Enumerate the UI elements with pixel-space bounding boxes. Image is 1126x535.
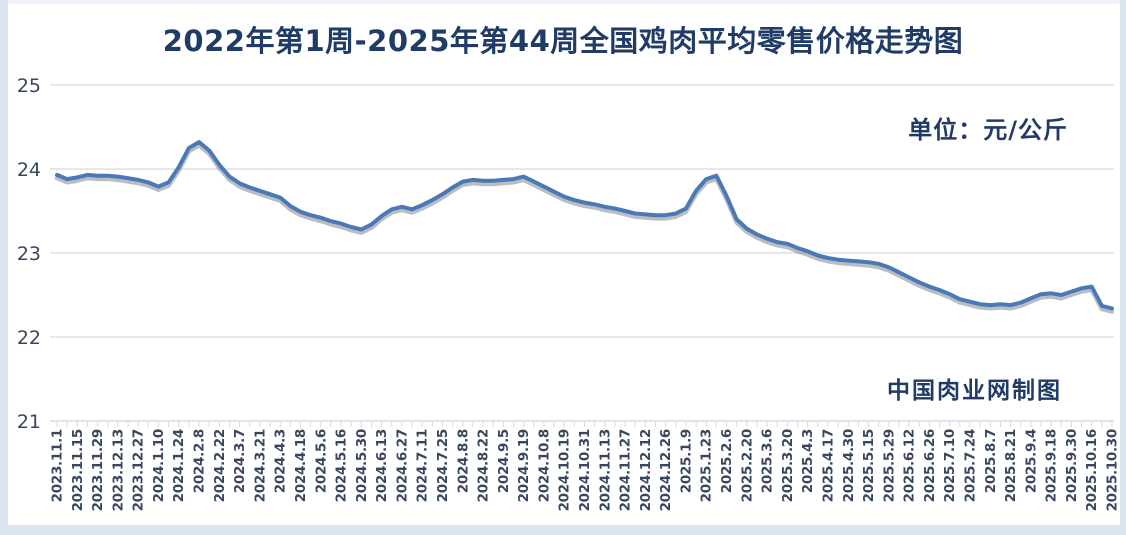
frame-border-right bbox=[1120, 0, 1126, 535]
svg-text:2024.11.13: 2024.11.13 bbox=[597, 429, 613, 511]
svg-text:23: 23 bbox=[17, 243, 41, 265]
svg-text:2025.8.21: 2025.8.21 bbox=[1003, 429, 1019, 502]
svg-text:2024.2.8: 2024.2.8 bbox=[192, 429, 208, 493]
svg-text:2025.2.20: 2025.2.20 bbox=[739, 429, 755, 502]
svg-text:2023.11.1: 2023.11.1 bbox=[50, 429, 66, 502]
svg-text:2024.4.3: 2024.4.3 bbox=[273, 429, 289, 493]
svg-text:2025.4.30: 2025.4.30 bbox=[841, 429, 857, 502]
svg-text:2024.9.5: 2024.9.5 bbox=[496, 429, 512, 493]
svg-text:2024.10.31: 2024.10.31 bbox=[577, 429, 593, 511]
svg-text:2024.3.21: 2024.3.21 bbox=[252, 429, 268, 502]
svg-text:2023.12.13: 2023.12.13 bbox=[110, 429, 126, 511]
svg-text:2025.10.16: 2025.10.16 bbox=[1084, 429, 1100, 511]
svg-text:2024.9.19: 2024.9.19 bbox=[516, 429, 532, 502]
svg-text:2024.1.24: 2024.1.24 bbox=[171, 429, 187, 502]
price-line-shadow bbox=[54, 143, 1115, 314]
credit-label: 中国肉业网制图 bbox=[887, 378, 1062, 404]
unit-label: 单位：元/公斤 bbox=[908, 116, 1068, 144]
svg-text:2025.1.23: 2025.1.23 bbox=[699, 429, 715, 502]
svg-text:2024.4.18: 2024.4.18 bbox=[293, 429, 309, 502]
svg-text:2025.3.20: 2025.3.20 bbox=[780, 429, 796, 502]
svg-text:2024.10.8: 2024.10.8 bbox=[536, 429, 552, 502]
svg-text:2024.5.16: 2024.5.16 bbox=[334, 429, 350, 502]
x-axis-labels: 2023.11.1 2023.11.15 2023.11.29 2023.12.13 2… bbox=[50, 429, 1121, 511]
svg-text:2024.5.6: 2024.5.6 bbox=[313, 429, 329, 493]
svg-text:24: 24 bbox=[17, 159, 41, 181]
svg-text:2024.8.8: 2024.8.8 bbox=[455, 429, 471, 493]
gridlines bbox=[50, 84, 1114, 338]
svg-text:2025.10.30: 2025.10.30 bbox=[1105, 429, 1121, 511]
svg-text:2025.7.10: 2025.7.10 bbox=[942, 429, 958, 502]
svg-text:2025.2.6: 2025.2.6 bbox=[719, 429, 735, 493]
svg-text:2025.3.6: 2025.3.6 bbox=[760, 429, 776, 493]
chart-title: 2022年第1周-2025年第44周全国鸡肉平均零售价格走势图 bbox=[162, 24, 964, 58]
svg-text:22: 22 bbox=[17, 327, 41, 349]
svg-text:21: 21 bbox=[17, 411, 41, 433]
svg-text:2024.11.27: 2024.11.27 bbox=[618, 429, 634, 511]
svg-text:2024.2.22: 2024.2.22 bbox=[212, 429, 228, 502]
svg-text:2024.6.13: 2024.6.13 bbox=[374, 429, 390, 502]
svg-text:2024.3.7: 2024.3.7 bbox=[232, 429, 248, 493]
axis-ticks bbox=[56, 422, 1113, 427]
svg-text:2024.5.30: 2024.5.30 bbox=[354, 429, 370, 502]
svg-text:2025.5.29: 2025.5.29 bbox=[881, 429, 897, 502]
svg-text:2024.7.25: 2024.7.25 bbox=[435, 429, 451, 502]
svg-text:25: 25 bbox=[17, 75, 41, 97]
svg-text:2024.10.19: 2024.10.19 bbox=[557, 429, 573, 511]
svg-text:2025.4.17: 2025.4.17 bbox=[820, 429, 836, 502]
y-axis-labels: 21 22 23 24 25 bbox=[17, 75, 41, 433]
svg-text:2023.12.27: 2023.12.27 bbox=[131, 429, 147, 511]
frame-border-left bbox=[0, 0, 8, 535]
svg-text:2025.7.24: 2025.7.24 bbox=[962, 429, 978, 502]
svg-text:2024.8.22: 2024.8.22 bbox=[476, 429, 492, 502]
svg-text:2025.8.7: 2025.8.7 bbox=[983, 429, 999, 493]
svg-text:2025.9.4: 2025.9.4 bbox=[1023, 429, 1039, 493]
svg-text:2025.9.30: 2025.9.30 bbox=[1064, 429, 1080, 502]
frame-border-top bbox=[0, 0, 1126, 4]
svg-text:2025.6.26: 2025.6.26 bbox=[922, 429, 938, 502]
svg-text:2024.7.11: 2024.7.11 bbox=[415, 429, 431, 502]
price-line bbox=[55, 140, 1114, 311]
svg-text:2025.1.9: 2025.1.9 bbox=[678, 429, 694, 493]
svg-text:2024.12.26: 2024.12.26 bbox=[658, 429, 674, 511]
svg-text:2024.1.10: 2024.1.10 bbox=[151, 429, 167, 502]
svg-text:2025.5.15: 2025.5.15 bbox=[861, 429, 877, 502]
svg-text:2024.6.27: 2024.6.27 bbox=[394, 429, 410, 502]
svg-text:2025.9.18: 2025.9.18 bbox=[1044, 429, 1060, 502]
svg-text:2023.11.29: 2023.11.29 bbox=[90, 429, 106, 511]
svg-text:2024.12.12: 2024.12.12 bbox=[638, 429, 654, 511]
svg-text:2023.11.15: 2023.11.15 bbox=[70, 429, 86, 511]
svg-text:2025.4.3: 2025.4.3 bbox=[800, 429, 816, 493]
frame-border-bottom bbox=[0, 525, 1126, 535]
svg-text:2025.6.12: 2025.6.12 bbox=[902, 429, 918, 502]
